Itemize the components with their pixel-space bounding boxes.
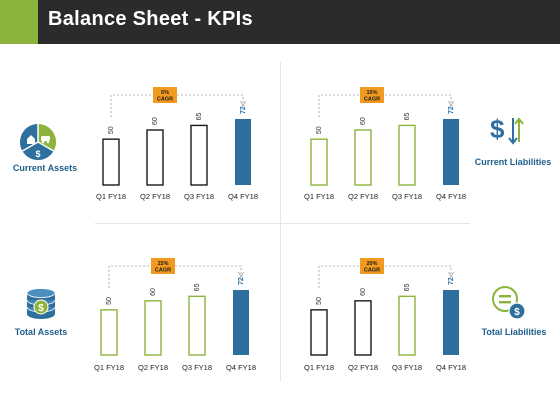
title-accent-block (0, 0, 38, 44)
bar-value-label: 65 (194, 283, 201, 291)
cagr-badge-value: 10% (366, 90, 377, 96)
bar-value-label: 72 (448, 106, 455, 114)
cagr-badge (360, 87, 384, 103)
dollar-arrows-icon: $ (488, 114, 524, 153)
bar (146, 129, 164, 186)
bar-value-label: 65 (404, 283, 411, 291)
category-tick-label: Q2 FY18 (348, 192, 378, 201)
category-tick-label: Q4 FY18 (228, 192, 258, 201)
category-tick-label: Q2 FY18 (140, 192, 170, 201)
label-current-assets: Current Assets (12, 163, 78, 173)
bar (188, 295, 206, 356)
quadrant-divider-horizontal (95, 223, 470, 224)
category-tick-label: Q3 FY18 (184, 192, 214, 201)
bar-value-label: 72 (448, 277, 455, 285)
bar (310, 138, 328, 186)
bar (443, 290, 459, 355)
bar (310, 309, 328, 356)
category-tick-label: Q3 FY18 (182, 363, 212, 372)
cagr-badge-label: CAGR (157, 97, 173, 103)
category-tick-label: Q4 FY18 (436, 363, 466, 372)
equals-coin-icon: $ (492, 285, 528, 326)
bar-value-label: 50 (316, 126, 323, 134)
bar (235, 119, 251, 185)
bar-value-label: 50 (106, 297, 113, 305)
label-total-assets: Total Assets (14, 327, 68, 337)
bar-value-label: 50 (316, 297, 323, 305)
category-tick-label: Q4 FY18 (226, 363, 256, 372)
category-tick-label: Q2 FY18 (348, 363, 378, 372)
bar (398, 295, 416, 356)
cagr-badge-value: 15% (157, 261, 168, 267)
bar-value-label: 50 (108, 126, 115, 134)
bar-value-label: 60 (360, 288, 367, 296)
svg-text:$: $ (490, 114, 505, 144)
category-tick-label: Q1 FY18 (304, 192, 334, 201)
cagr-connector (318, 265, 452, 288)
bar-value-label: 60 (152, 117, 159, 125)
page-title: Balance Sheet - KPIs (48, 8, 253, 30)
cagr-badge-label: CAGR (364, 268, 380, 274)
category-tick-label: Q1 FY18 (94, 363, 124, 372)
bar (443, 119, 459, 185)
bar (354, 300, 372, 356)
cagr-badge (153, 87, 177, 103)
category-tick-label: Q3 FY18 (392, 363, 422, 372)
cagr-connector (318, 94, 452, 118)
title-bar: Balance Sheet - KPIs (0, 0, 560, 44)
category-tick-label: Q1 FY18 (96, 192, 126, 201)
bar (100, 309, 118, 356)
cagr-badge-value: 20% (366, 261, 377, 267)
svg-text:$: $ (514, 307, 520, 318)
cagr-arrowhead (240, 100, 246, 107)
bar-value-label: 72 (240, 106, 247, 114)
bar (233, 290, 249, 355)
bar (398, 124, 416, 186)
category-tick-label: Q1 FY18 (304, 363, 334, 372)
category-tick-label: Q2 FY18 (138, 363, 168, 372)
house-car-dollar-icon: $ (18, 122, 58, 167)
cagr-badge (360, 258, 384, 274)
bar-value-label: 65 (196, 113, 203, 121)
bar (190, 124, 208, 186)
cagr-arrowhead (448, 100, 454, 107)
bar-value-label: 65 (404, 113, 411, 121)
category-tick-label: Q4 FY18 (436, 192, 466, 201)
bar-value-label: 60 (150, 288, 157, 296)
bar (102, 138, 120, 186)
bar-value-label: 72 (238, 277, 245, 285)
label-current-liabilities: Current Liabilities (474, 157, 552, 167)
cagr-arrowhead (448, 271, 454, 278)
category-tick-label: Q3 FY18 (392, 192, 422, 201)
cagr-badge-label: CAGR (155, 268, 171, 274)
cagr-badge (151, 258, 175, 274)
bar (144, 300, 162, 356)
svg-text:$: $ (35, 149, 40, 159)
svg-text:$: $ (38, 303, 44, 314)
quadrant-divider-vertical (280, 62, 281, 382)
cagr-badge-value: 5% (161, 90, 169, 96)
label-total-liabilities: Total Liabilities (481, 327, 547, 337)
bar-value-label: 60 (360, 117, 367, 125)
cagr-badge-label: CAGR (364, 97, 380, 103)
coin-stack-dollar-icon: $ (24, 288, 58, 327)
cagr-arrowhead (238, 271, 244, 278)
bar (354, 129, 372, 186)
